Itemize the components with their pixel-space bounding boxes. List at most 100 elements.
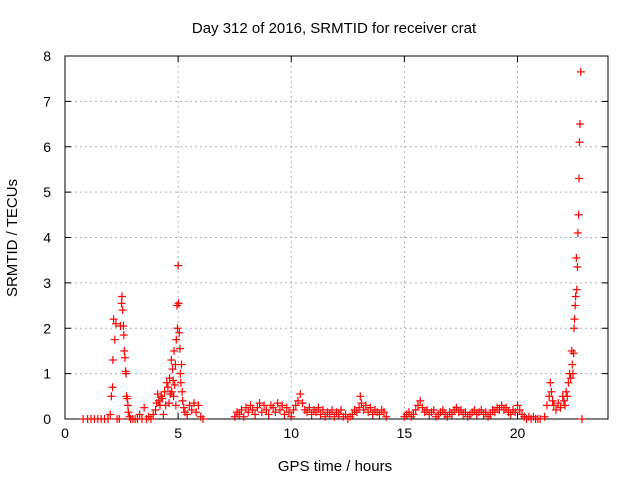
data-point [461,408,470,417]
data-point [118,306,127,315]
data-point [275,405,284,414]
data-point [176,378,185,387]
data-point [296,390,305,399]
data-point [255,399,264,408]
data-point [382,412,391,421]
data-point [237,405,246,414]
data-point [280,410,289,419]
data-point [298,399,307,408]
data-point [316,410,325,419]
data-point [575,138,584,147]
data-point [151,405,160,414]
data-point [357,399,366,408]
data-point [119,331,128,340]
data-point [571,301,580,310]
data-point [572,285,581,294]
x-tick-label: 15 [397,425,413,441]
y-tick-labels: 0 1 2 3 4 5 6 7 8 [43,48,51,427]
y-tick-label: 3 [43,275,51,291]
data-point [577,415,586,423]
data-point [561,401,570,410]
data-point [162,378,171,387]
data-point [477,405,486,414]
data-point [171,401,180,410]
data-point [284,408,293,417]
data-point [269,403,278,412]
data-point [273,399,282,408]
data-point [452,403,461,412]
data-point [294,396,303,405]
data-point [119,321,128,330]
data-point [375,410,384,419]
data-point [570,324,579,333]
data-point [515,405,524,414]
data-point [352,408,361,417]
x-axis-label: GPS time / hours [278,458,392,475]
data-point [540,412,549,421]
data-point [321,412,330,421]
data-point [174,299,183,308]
chart-title: Day 312 of 2016, SRMTID for receiver cra… [192,20,477,37]
data-point [239,412,248,421]
data-point [178,387,187,396]
data-point [447,410,456,419]
y-tick-label: 2 [43,320,51,336]
data-point [576,67,585,76]
data-point [174,261,183,270]
data-point [456,405,465,414]
data-point [165,399,174,408]
data-point [183,410,192,419]
data-point [486,410,495,419]
y-tick-label: 1 [43,366,51,382]
data-point [573,262,582,271]
data-point [123,401,132,410]
data-point [178,396,187,405]
data-point [575,174,584,183]
data-point [257,408,266,417]
data-point [251,410,260,419]
data-point [438,405,447,414]
y-tick-label: 7 [43,93,51,109]
data-point [167,387,176,396]
data-point [318,405,327,414]
data-point [192,408,201,417]
data-point [423,405,431,414]
x-tick-label: 10 [283,425,299,441]
data-point [120,353,129,362]
data-point [416,396,425,405]
data-point [573,228,582,237]
data-point [569,349,578,358]
data-point [368,410,377,419]
data-point [548,396,557,405]
data-point [163,383,172,392]
data-point [568,360,577,369]
data-point [547,387,556,396]
data-point [278,401,287,410]
data-point [177,360,186,369]
data-point [348,410,357,419]
data-point [168,365,177,374]
data-point [189,399,198,408]
data-point [242,403,250,412]
data-point [361,401,370,410]
data-point [327,405,336,414]
data-point [506,410,515,419]
data-point [167,356,176,365]
data-point [574,210,583,219]
data-point [409,410,418,419]
data-point [366,403,375,412]
data-point [418,403,427,412]
data-point [149,410,158,419]
data-point [481,408,490,417]
data-point [413,401,422,410]
y-tick-label: 5 [43,184,51,200]
data-point [545,392,554,401]
data-point [230,412,239,421]
y-tick-label: 6 [43,139,51,155]
data-point [559,396,568,405]
data-point [497,401,506,410]
data-point [107,392,116,401]
data-point [511,408,520,417]
data-point [271,408,280,417]
